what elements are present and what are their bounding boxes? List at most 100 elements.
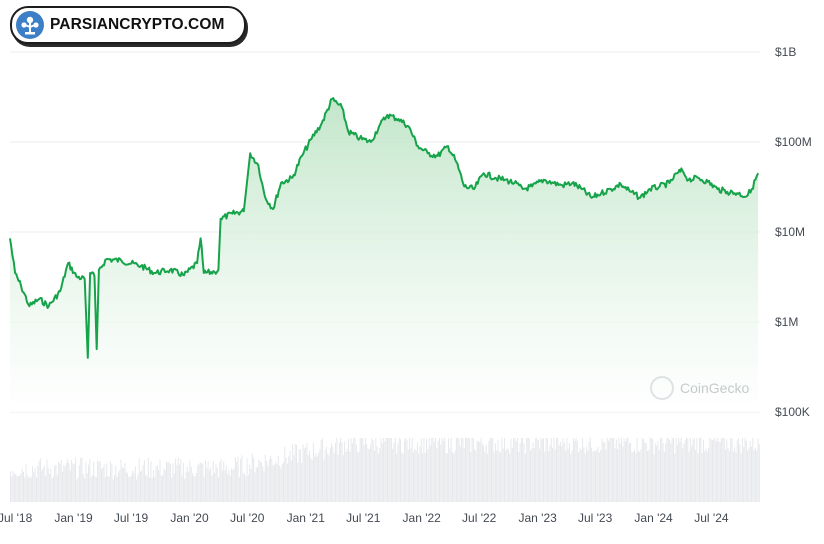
volume-bar — [303, 448, 305, 502]
volume-bar — [450, 438, 452, 502]
volume-bar — [652, 439, 654, 502]
volume-bar — [23, 472, 24, 502]
volume-bar — [709, 438, 711, 502]
volume-bar — [494, 443, 496, 502]
volume-bar — [251, 453, 253, 502]
volume-bar — [485, 444, 487, 502]
volume-bar — [106, 463, 108, 502]
volume-bar — [84, 478, 86, 502]
volume-bar — [208, 470, 210, 502]
volume-bar — [583, 447, 585, 502]
volume-bar — [647, 451, 648, 502]
volume-bar — [49, 474, 50, 502]
volume-bar — [688, 452, 690, 502]
volume-bar — [316, 456, 318, 502]
volume-bar — [112, 479, 114, 502]
volume-bar — [601, 438, 603, 502]
volume-bar — [479, 441, 481, 502]
volume-bar — [16, 475, 18, 502]
x-tick-label: Jan '21 — [287, 511, 326, 525]
volume-bar — [689, 438, 691, 502]
volume-bar — [608, 440, 609, 502]
volume-bar — [754, 447, 756, 502]
volume-bar — [72, 463, 74, 502]
volume-bar — [661, 438, 663, 502]
volume-bar — [279, 465, 281, 502]
volume-bar — [30, 477, 32, 502]
volume-bar — [244, 473, 245, 502]
volume-bar — [286, 463, 288, 502]
volume-bar — [162, 475, 164, 502]
volume-bar — [728, 451, 730, 502]
volume-bar — [640, 449, 642, 502]
volume-bar — [514, 438, 516, 502]
volume-bar — [433, 442, 435, 502]
volume-bar — [333, 453, 335, 502]
volume-bar — [518, 451, 520, 502]
volume-bar — [195, 472, 197, 502]
volume-bar — [509, 453, 511, 502]
volume-bar — [231, 468, 232, 502]
volume-bar — [700, 438, 702, 502]
volume-bar — [262, 466, 264, 502]
volume-bar — [263, 471, 265, 502]
volume-bar — [150, 461, 152, 502]
watermark-text: CoinGecko — [680, 380, 750, 396]
volume-bar — [657, 441, 659, 502]
volume-bar — [283, 462, 284, 502]
volume-bar — [520, 438, 522, 502]
volume-bar — [212, 460, 214, 502]
volume-bar — [671, 438, 673, 502]
volume-bar — [95, 476, 97, 502]
volume-bar — [297, 462, 299, 502]
volume-bar — [617, 449, 619, 502]
volume-bar — [684, 439, 686, 502]
volume-bar — [498, 451, 500, 502]
volume-bar — [739, 444, 741, 502]
x-tick-label: Jan '23 — [518, 511, 557, 525]
volume-bar — [458, 438, 460, 502]
volume-bar — [394, 438, 396, 502]
volume-bar — [673, 438, 674, 502]
volume-bar — [748, 448, 750, 502]
volume-bar — [315, 453, 317, 502]
volume-bar — [448, 438, 450, 502]
volume-bar — [734, 447, 736, 502]
volume-bar — [65, 462, 67, 502]
volume-bar — [335, 442, 336, 502]
volume-bar — [423, 438, 425, 502]
volume-bar — [615, 439, 617, 502]
volume-bar — [416, 442, 418, 502]
volume-bar — [641, 438, 643, 502]
volume-bar — [559, 442, 561, 502]
volume-bar — [216, 467, 218, 502]
volume-bar — [258, 459, 260, 502]
volume-bar — [565, 451, 567, 502]
volume-bar — [415, 450, 417, 502]
volume-bar — [268, 459, 270, 502]
volume-bar — [188, 472, 190, 502]
volume-bar — [89, 459, 91, 502]
volume-bar — [363, 445, 365, 502]
volume-bar — [653, 453, 655, 502]
volume-bar — [719, 441, 721, 502]
volume-bar — [618, 438, 620, 502]
volume-bar — [310, 457, 312, 502]
volume-bar — [392, 448, 394, 502]
volume-bar — [453, 453, 455, 502]
volume-bar — [527, 438, 529, 502]
volume-bar — [267, 466, 269, 502]
volume-bar — [232, 469, 234, 502]
volume-bar — [236, 461, 238, 502]
volume-bar — [539, 448, 541, 502]
volume-bar — [257, 467, 258, 502]
volume-bars — [10, 438, 760, 502]
volume-bar — [674, 453, 676, 502]
volume-bar — [337, 454, 339, 502]
volume-bar — [398, 438, 400, 502]
volume-bar — [480, 438, 482, 502]
volume-bar — [680, 438, 682, 502]
volume-bar — [628, 443, 630, 502]
volume-bar — [466, 438, 468, 502]
volume-bar — [436, 448, 438, 502]
